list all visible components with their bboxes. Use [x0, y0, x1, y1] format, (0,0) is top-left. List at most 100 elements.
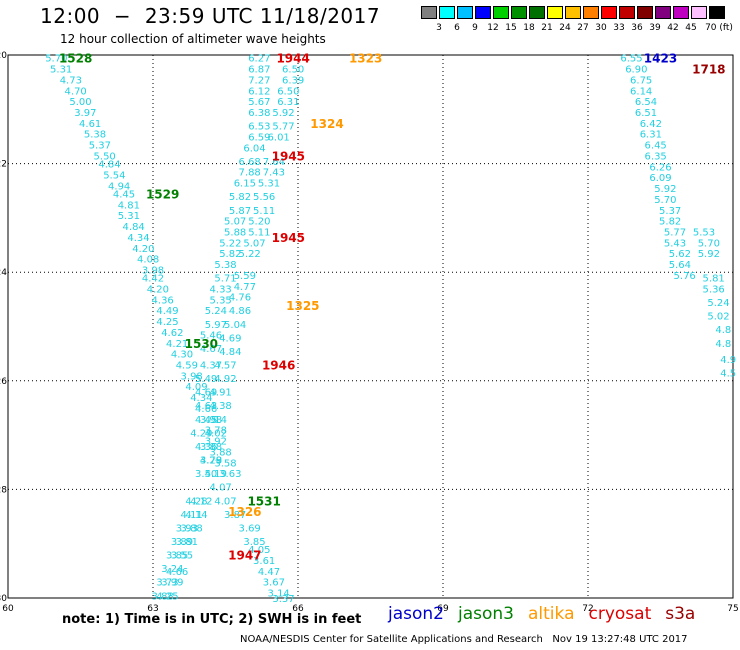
y-tick-label: -20 — [0, 51, 7, 61]
wave-height-label: 5.97 — [205, 320, 227, 331]
wave-height-label: 3.98 — [200, 415, 222, 426]
y-tick-label: -26 — [0, 377, 7, 387]
legend-swatch — [529, 6, 545, 19]
wave-height-label: 5.04 — [224, 320, 246, 331]
wave-height-label: 4.57 — [214, 361, 236, 372]
wave-height-label: 5.37 — [89, 141, 111, 152]
wave-height-label: 6.54 — [635, 97, 657, 108]
wave-height-label: 5.43 — [664, 238, 686, 249]
wave-height-label: 3.88 — [200, 442, 222, 453]
wave-height-label: 3.85 — [166, 551, 188, 562]
wave-height-label: 6.27 — [248, 54, 270, 65]
wave-height-label: 3.88 — [181, 523, 203, 534]
legend-label: 30 — [595, 23, 607, 33]
pass-time-label: 1529 — [146, 187, 179, 201]
wave-height-label: 6.04 — [243, 143, 265, 154]
wave-height-label: 4.36 — [195, 442, 217, 453]
chart-subtitle: 12 hour collection of altimeter wave hei… — [60, 32, 326, 46]
wave-height-label: 5.54 — [103, 170, 125, 181]
wave-height-label: 5.76 — [674, 271, 696, 282]
legend-label: 33 — [613, 23, 625, 33]
legend-label: 39 — [649, 23, 661, 33]
wave-height-label: 7.27 — [248, 75, 270, 86]
legend-label: 21 — [541, 23, 553, 33]
legend-swatch — [511, 6, 527, 19]
wave-height-label: 6.50 — [282, 65, 304, 76]
plot-frame — [7, 54, 734, 599]
pass-time-label: 1325 — [286, 299, 319, 313]
wave-height-label: 5.11 — [248, 227, 270, 238]
chart-title: 12:00 − 23:59 UTC 11/18/2017 — [40, 4, 381, 28]
wave-height-label: 5.92 — [654, 184, 676, 195]
footer-credit: NOAA/NESDIS Center for Satellite Applica… — [240, 634, 688, 645]
wave-height-label: 3.73 — [156, 578, 178, 589]
wave-height-label: 4.94 — [108, 181, 130, 192]
legend-swatch — [637, 6, 653, 19]
wave-height-label: 6.90 — [625, 65, 647, 76]
wave-height-label: 4.9 — [720, 355, 736, 366]
wave-height-label: 4.5 — [720, 369, 736, 380]
wave-height-label: 4.34 — [190, 393, 212, 404]
legend-swatch — [493, 6, 509, 19]
y-tick-label: -28 — [0, 485, 7, 495]
wave-height-label: 6.75 — [630, 75, 652, 86]
wave-height-label: 4.67 — [200, 344, 222, 355]
wave-height-label: 5.11 — [253, 206, 275, 217]
satellite-legend: jason2 jason3 altika cryosat s3a — [388, 604, 709, 624]
pass-time-label: 1946 — [262, 359, 295, 373]
wave-height-label: 5.46 — [200, 331, 222, 342]
wave-height-label: 4.45 — [195, 415, 217, 426]
wave-height-label: 3.98 — [181, 371, 203, 382]
pass-time-label: 1944 — [276, 52, 309, 66]
wave-height-label: 4.91 — [210, 388, 232, 399]
wave-height-label: 5.77 — [664, 227, 686, 238]
wave-height-label: 4.84 — [123, 222, 145, 233]
wave-height-label: 6.87 — [248, 65, 270, 76]
wave-height-label: 5.02 — [707, 312, 729, 323]
wave-height-label: 3.81 — [176, 537, 198, 548]
wave-height-label: 4.30 — [171, 350, 193, 361]
wave-height-label: 6.59 — [248, 132, 270, 143]
wave-height-label: 5.38 — [214, 260, 236, 271]
wave-height-label: 4.34 — [127, 233, 149, 244]
wave-height-label: 4.92 — [214, 374, 236, 385]
wave-height-label: 4.86 — [229, 306, 251, 317]
wave-height-label: 5.70 — [45, 54, 67, 65]
satellite-s3a: s3a — [665, 604, 696, 624]
wave-height-label: 4.12 — [190, 496, 212, 507]
wave-height-label: 4.77 — [234, 282, 256, 293]
pass-time-label: 1945 — [272, 231, 305, 245]
wave-height-label: 5.92 — [698, 249, 720, 260]
wave-height-label: 3.78 — [200, 456, 222, 467]
wave-height-label: 5.50 — [94, 151, 116, 162]
wave-height-label: 6.38 — [248, 108, 270, 119]
y-tick-label: -30 — [0, 594, 7, 604]
pass-time-label: 1947 — [228, 549, 261, 563]
wave-height-label: 5.87 — [229, 206, 251, 217]
wave-height-label: 6.09 — [649, 173, 671, 184]
wave-height-label: 4.28 — [185, 496, 207, 507]
wave-height-label: 4.08 — [137, 255, 159, 266]
wave-height-label: 3.93 — [176, 523, 198, 534]
wave-height-label: 4.38 — [210, 401, 232, 412]
wave-height-label: 5.24 — [205, 306, 227, 317]
x-tick-label: 63 — [147, 604, 158, 614]
wave-height-label: 5.53 — [693, 227, 715, 238]
wave-height-label: 5.70 — [698, 238, 720, 249]
legend-label: 36 — [631, 23, 643, 33]
wave-height-label: 3.98 — [142, 265, 164, 276]
wave-height-label: 4.47 — [258, 567, 280, 578]
wave-height-label: 5.31 — [258, 179, 280, 190]
wave-height-label: 3.50 — [195, 469, 217, 480]
pass-time-label: 1323 — [349, 52, 382, 66]
wave-height-label: 3.61 — [253, 556, 275, 567]
wave-height-label: 4.05 — [248, 545, 270, 556]
legend-swatch — [583, 6, 599, 19]
wave-height-label: 4.73 — [60, 75, 82, 86]
wave-height-label: 5.00 — [69, 97, 91, 108]
wave-height-label: 6.45 — [645, 141, 667, 152]
wave-height-label: 5.37 — [659, 206, 681, 217]
wave-height-label: 3.97 — [74, 108, 96, 119]
units-note: note: 1) Time is in UTC; 2) SWH is in fe… — [62, 612, 362, 627]
wave-height-label: 4.02 — [205, 428, 227, 439]
